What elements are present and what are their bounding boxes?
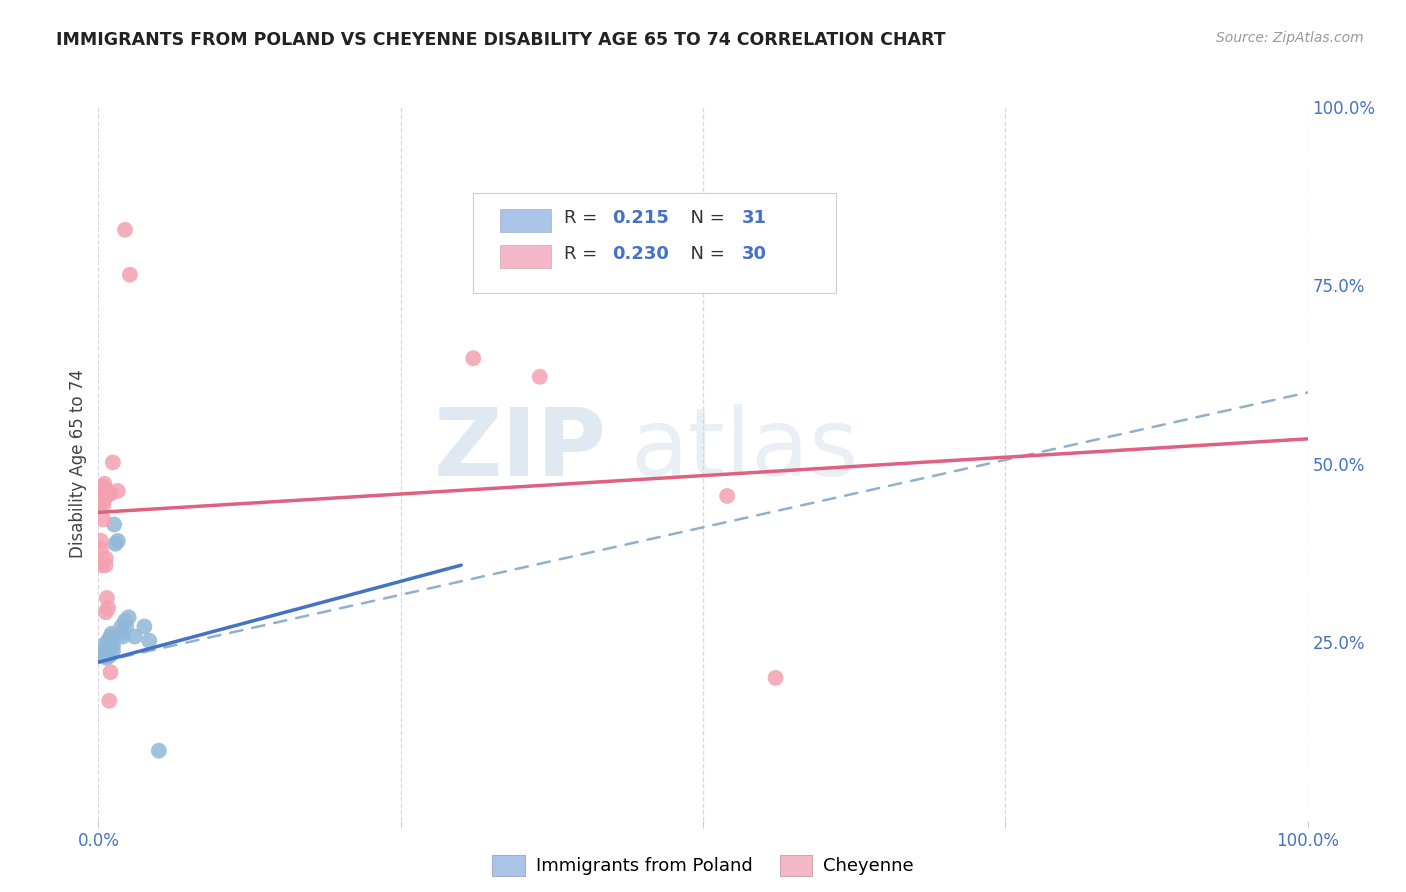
Point — [96, 483, 118, 498]
Point — [96, 648, 118, 662]
Text: IMMIGRANTS FROM POLAND VS CHEYENNE DISABILITY AGE 65 TO 74 CORRELATION CHART: IMMIGRANTS FROM POLAND VS CHEYENNE DISAB… — [56, 31, 946, 49]
Point — [89, 498, 111, 512]
Point — [90, 533, 112, 548]
FancyBboxPatch shape — [474, 193, 837, 293]
Point — [101, 455, 124, 469]
Point — [91, 498, 114, 512]
Text: N =: N = — [679, 245, 730, 263]
Text: 0.230: 0.230 — [613, 245, 669, 263]
Text: 0.215: 0.215 — [613, 209, 669, 227]
Point — [94, 551, 117, 566]
FancyBboxPatch shape — [501, 209, 551, 232]
Point — [101, 644, 124, 658]
Text: 31: 31 — [742, 209, 766, 227]
Point — [104, 537, 127, 551]
Text: ZIP: ZIP — [433, 403, 606, 496]
Point — [107, 483, 129, 498]
Point — [107, 533, 129, 548]
Point — [96, 591, 118, 605]
Point — [114, 614, 136, 628]
Y-axis label: Disability Age 65 to 74: Disability Age 65 to 74 — [69, 369, 87, 558]
Point — [100, 487, 122, 501]
Point — [91, 512, 114, 526]
Point — [100, 648, 122, 662]
Point — [91, 558, 114, 573]
Point — [93, 649, 115, 664]
Point — [110, 619, 132, 633]
Point — [97, 601, 120, 615]
Point — [100, 626, 122, 640]
Text: R =: R = — [564, 209, 603, 227]
Point — [94, 637, 117, 651]
Point — [98, 637, 121, 651]
Point — [91, 483, 114, 498]
Point — [118, 268, 141, 282]
Point — [148, 744, 170, 758]
Point — [138, 633, 160, 648]
Point — [91, 644, 114, 658]
Point — [529, 369, 551, 384]
Point — [101, 639, 124, 653]
Point — [115, 619, 138, 633]
Point — [96, 644, 118, 658]
Point — [108, 626, 131, 640]
Point — [93, 492, 115, 507]
Point — [98, 642, 121, 657]
Point — [765, 671, 787, 685]
Point — [118, 610, 141, 624]
Point — [114, 223, 136, 237]
Point — [96, 651, 118, 665]
Point — [94, 483, 117, 498]
Point — [463, 351, 485, 366]
Point — [103, 517, 125, 532]
Point — [111, 630, 134, 644]
Point — [91, 480, 114, 494]
Legend: Immigrants from Poland, Cheyenne: Immigrants from Poland, Cheyenne — [485, 847, 921, 883]
Text: N =: N = — [679, 209, 730, 227]
Text: Source: ZipAtlas.com: Source: ZipAtlas.com — [1216, 31, 1364, 45]
Text: atlas: atlas — [630, 403, 859, 496]
Point — [97, 633, 120, 648]
Point — [100, 630, 122, 644]
Point — [98, 640, 121, 655]
Point — [94, 605, 117, 619]
Point — [716, 489, 738, 503]
Point — [94, 558, 117, 573]
Point — [124, 630, 146, 644]
Point — [100, 665, 122, 680]
Point — [93, 476, 115, 491]
Point — [98, 694, 121, 708]
Point — [100, 633, 122, 648]
Text: R =: R = — [564, 245, 603, 263]
Point — [134, 619, 156, 633]
FancyBboxPatch shape — [501, 244, 551, 268]
Point — [97, 487, 120, 501]
Point — [94, 642, 117, 657]
Point — [97, 646, 120, 660]
Point — [90, 542, 112, 557]
Text: 30: 30 — [742, 245, 766, 263]
Point — [91, 489, 114, 503]
